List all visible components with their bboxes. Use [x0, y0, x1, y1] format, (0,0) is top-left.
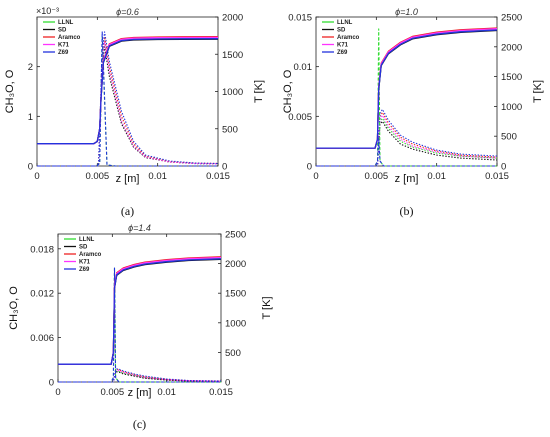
y-right-tick-label: 2500 — [501, 13, 522, 24]
y-right-tick-label: 1500 — [501, 72, 522, 83]
temperature-series-z69 — [316, 29, 498, 149]
legend-label-sd: SD — [79, 245, 88, 251]
y-left-tick-label: 0.005 — [288, 112, 312, 123]
y-left-axis-label: CH₃O, O — [8, 286, 20, 330]
ch3o-series-aramco — [316, 111, 498, 167]
y-left-tick-label: 0.018 — [30, 244, 54, 255]
x-tick-label: 0.015 — [485, 171, 509, 182]
y-left-axis-label: CH₃O, O — [4, 69, 16, 113]
x-tick-label: 0 — [55, 387, 60, 398]
y-right-tick-label: 1500 — [222, 50, 243, 61]
o-series-z69 — [58, 267, 221, 383]
x-tick-label: 0.01 — [157, 387, 176, 398]
ch3o-series-z69 — [58, 368, 222, 383]
ch3o-series-sd — [37, 46, 219, 167]
y-left-tick-label: 0 — [307, 162, 312, 173]
x-axis-label: z [m] — [395, 173, 419, 185]
y-right-tick-label: 2000 — [222, 13, 243, 24]
y-right-tick-label: 500 — [222, 124, 238, 135]
panel-label: (c) — [133, 417, 146, 431]
ch3o-series-llnl — [316, 117, 498, 167]
legend-label-aramco: Aramco — [58, 35, 81, 41]
x-tick-label: 0.01 — [148, 171, 167, 182]
y-right-tick-label: 0 — [501, 162, 506, 173]
y-left-tick-label: 0.01 — [294, 62, 313, 73]
y-left-tick-label: 0.012 — [30, 289, 54, 300]
chart-title: ϕ=1.4 — [128, 223, 151, 233]
legend-label-z69: Z69 — [79, 267, 90, 273]
legend-label-z69: Z69 — [58, 50, 69, 56]
temperature-series-k71 — [58, 256, 222, 365]
o-series-llnl — [37, 36, 218, 167]
ch3o-series-aramco — [58, 368, 222, 383]
legend-label-sd: SD — [337, 28, 346, 34]
y-right-tick-label: 500 — [225, 348, 241, 359]
x-tick-label: 0.01 — [427, 171, 446, 182]
chart-title: ϕ=0.6 — [116, 7, 139, 17]
y-right-tick-label: 1500 — [225, 289, 246, 300]
legend-label-k71: K71 — [337, 43, 349, 49]
legend-label-k71: K71 — [79, 260, 91, 266]
chart-panel-3: 0 0.005 0.01 0.01500.0060.0120.018050010001… — [8, 223, 273, 431]
y-right-tick-label: 0 — [222, 162, 227, 173]
temperature-series-llnl — [58, 257, 222, 365]
legend-label-aramco: Aramco — [79, 252, 102, 258]
y-right-tick-label: 1000 — [501, 102, 522, 113]
legend-label-aramco: Aramco — [337, 35, 360, 41]
temperature-series-sd — [58, 258, 222, 365]
y-left-tick-label: 0 — [49, 378, 54, 389]
y-right-tick-label: 2000 — [225, 259, 246, 270]
y-right-tick-label: 2000 — [501, 42, 522, 53]
y-right-tick-label: 500 — [501, 132, 517, 143]
y-left-axis-label: CH₃O, O — [282, 69, 294, 113]
x-tick-label: 0.015 — [209, 387, 233, 398]
o-series-z69 — [316, 137, 497, 167]
legend-label-k71: K71 — [58, 43, 70, 49]
o-series-z69 — [37, 31, 218, 167]
legend-label-llnl: LLNL — [79, 237, 95, 243]
y-left-tick-label: 2 — [28, 62, 33, 73]
x-tick-label: 0 — [34, 171, 39, 182]
y-right-tick-label: 1000 — [225, 318, 246, 329]
y-right-tick-label: 0 — [225, 378, 230, 389]
temperature-series-z69 — [37, 38, 219, 145]
x-tick-label: 0.005 — [100, 387, 124, 398]
y-right-tick-label: 1000 — [222, 87, 243, 98]
legend-label-llnl: LLNL — [337, 20, 353, 26]
plot-frame — [57, 233, 222, 383]
y-axis-multiplier: ×10⁻³ — [36, 6, 59, 16]
legend-label-z69: Z69 — [337, 50, 348, 56]
legend-label-sd: SD — [58, 28, 67, 34]
x-tick-label: 0.005 — [364, 171, 388, 182]
y-left-tick-label: 1 — [28, 112, 33, 123]
y-left-tick-label: 0.006 — [30, 333, 54, 344]
panel-label: (b) — [400, 204, 414, 218]
ch3o-series-aramco — [37, 36, 219, 167]
ch3o-series-z69 — [316, 108, 498, 167]
x-tick-label: 0 — [313, 171, 318, 182]
x-axis-label: z [m] — [128, 387, 152, 399]
x-tick-label: 0.015 — [206, 171, 230, 182]
x-tick-label: 0.005 — [85, 171, 109, 182]
y-left-tick-label: 0.015 — [288, 13, 312, 24]
panel-label: (a) — [121, 204, 134, 218]
ch3o-series-llnl — [37, 41, 219, 167]
ch3o-series-z69 — [37, 31, 219, 167]
y-left-tick-label: 0 — [28, 162, 33, 173]
temperature-series-z69 — [58, 258, 222, 365]
y-right-axis-label: T [K] — [261, 296, 273, 319]
y-right-tick-label: 2500 — [225, 230, 246, 241]
ch3o-series-k71 — [37, 41, 219, 167]
ch3o-series-sd — [316, 120, 498, 167]
chart-title: ϕ=1.0 — [395, 7, 418, 17]
x-axis-label: z [m] — [116, 173, 140, 185]
y-right-axis-label: T [K] — [532, 80, 544, 103]
chart-panel-2: 0 0.005 0.01 0.01500.0050.010.0150500100015… — [282, 7, 544, 218]
legend-label-llnl: LLNL — [58, 20, 74, 26]
y-right-axis-label: T [K] — [253, 80, 265, 103]
